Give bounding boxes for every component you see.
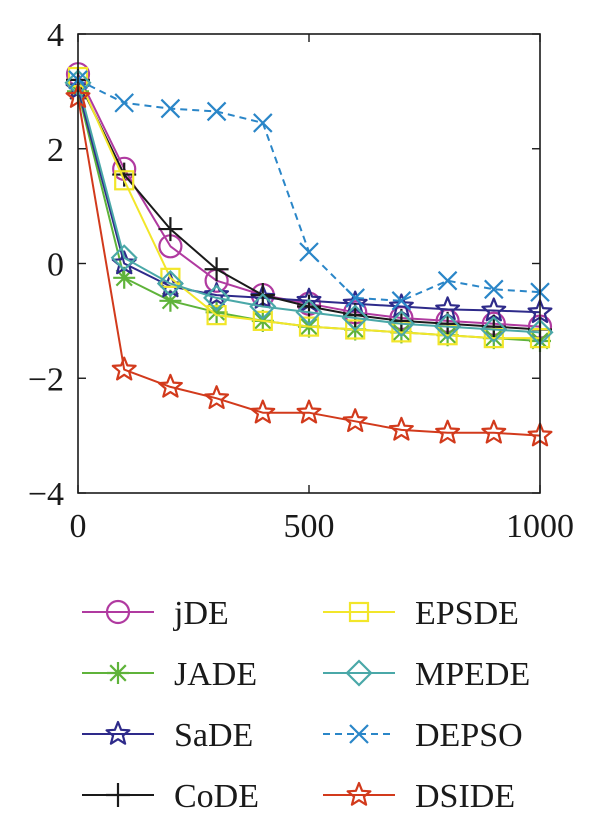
data-point-mpede-6 <box>341 304 369 332</box>
legend-label-jde: jDE <box>173 595 229 632</box>
data-point-mpede-1 <box>110 244 138 272</box>
data-point-dside-2 <box>157 373 183 398</box>
plot-area <box>64 62 554 447</box>
legend-label-code: CoDE <box>174 778 259 815</box>
legend-marker-mpede <box>345 659 373 687</box>
legend-marker-dside <box>346 781 372 806</box>
y-tick-label: −2 <box>28 361 64 398</box>
data-point-depso-6 <box>345 288 365 308</box>
legend-marker-epsde <box>348 601 370 623</box>
data-point-epsde-1 <box>114 170 135 191</box>
data-point-depso-5 <box>299 242 319 262</box>
data-point-mpede-7 <box>387 310 415 338</box>
data-point-mpede-4 <box>249 292 277 321</box>
data-point-mpede-3 <box>203 284 231 312</box>
x-tick-label: 1000 <box>506 508 574 545</box>
series-line-epsde <box>77 76 540 340</box>
x-tick-label: 500 <box>284 508 335 545</box>
data-point-jade-2 <box>159 289 182 312</box>
data-point-dside-6 <box>342 408 368 433</box>
data-point-dside-9 <box>481 419 507 444</box>
data-point-dside-5 <box>296 399 322 424</box>
legend-label-mpede: MPEDE <box>415 656 530 693</box>
series-line-dside <box>77 96 541 437</box>
legend-label-dside: DSIDE <box>415 778 515 815</box>
legend-item-code: CoDE <box>82 778 259 815</box>
legend-item-depso: DEPSO <box>323 717 523 754</box>
legend-label-sade: SaDE <box>174 717 253 754</box>
data-point-epsde-6 <box>345 319 366 340</box>
data-point-depso-7 <box>391 291 412 311</box>
data-point-dside-3 <box>204 385 230 410</box>
y-tick-label: 2 <box>47 132 64 169</box>
series-line-mpede <box>77 82 541 334</box>
data-point-depso-4 <box>253 113 273 133</box>
data-point-dside-4 <box>250 399 276 424</box>
y-tick-label: −4 <box>28 476 64 513</box>
legend-marker-depso <box>349 724 369 744</box>
series-dside <box>65 83 553 447</box>
y-tick-label: 4 <box>47 17 64 54</box>
x-tick-label: 0 <box>70 508 87 545</box>
data-point-depso-2 <box>160 98 181 119</box>
data-point-epsde-3 <box>206 305 227 326</box>
legend-label-jade: JADE <box>174 656 257 693</box>
series-depso <box>68 70 550 311</box>
data-point-jade-3 <box>205 301 228 324</box>
data-point-jade-1 <box>113 266 136 289</box>
data-point-depso-1 <box>114 93 134 113</box>
data-point-dside-8 <box>435 419 461 444</box>
legend-label-depso: DEPSO <box>415 717 523 754</box>
legend-item-epsde: EPSDE <box>323 595 519 632</box>
legend-item-sade: SaDE <box>82 717 253 754</box>
legend-marker-jade <box>107 662 129 684</box>
data-point-mpede-8 <box>434 313 462 341</box>
data-point-code-3 <box>204 257 229 282</box>
axes: 0 500 1000 4 2 0 −2 −4 <box>28 17 574 545</box>
data-point-depso-9 <box>484 279 504 300</box>
legend-label-epsde: EPSDE <box>415 595 519 632</box>
data-point-dside-1 <box>111 356 137 381</box>
legend-marker-jde <box>105 599 131 625</box>
data-point-dside-7 <box>388 416 414 441</box>
data-point-mpede-5 <box>295 298 323 326</box>
data-point-depso-8 <box>437 270 458 291</box>
legend-item-jde: jDE <box>82 595 229 632</box>
y-tick-label: 0 <box>47 247 64 284</box>
legend-item-dside: DSIDE <box>323 778 515 815</box>
legend-item-jade: JADE <box>82 656 257 693</box>
data-point-code-2 <box>158 217 183 242</box>
data-point-mpede-9 <box>480 315 508 344</box>
data-point-epsde-5 <box>298 316 320 337</box>
series-line-depso <box>77 79 541 302</box>
plot-frame <box>77 33 541 494</box>
data-point-code-5 <box>297 294 321 319</box>
legend-marker-code <box>106 783 130 807</box>
legend-marker-sade <box>105 720 131 745</box>
data-point-epsde-4 <box>252 310 273 331</box>
data-point-mpede-2 <box>156 270 184 298</box>
legend: jDE JADE SaDE CoDE EPSDE MPEDE DEPSO DSIDE <box>82 595 530 815</box>
legend-item-mpede: MPEDE <box>323 656 530 693</box>
data-point-sade-3 <box>204 282 230 306</box>
data-point-depso-3 <box>206 101 227 122</box>
